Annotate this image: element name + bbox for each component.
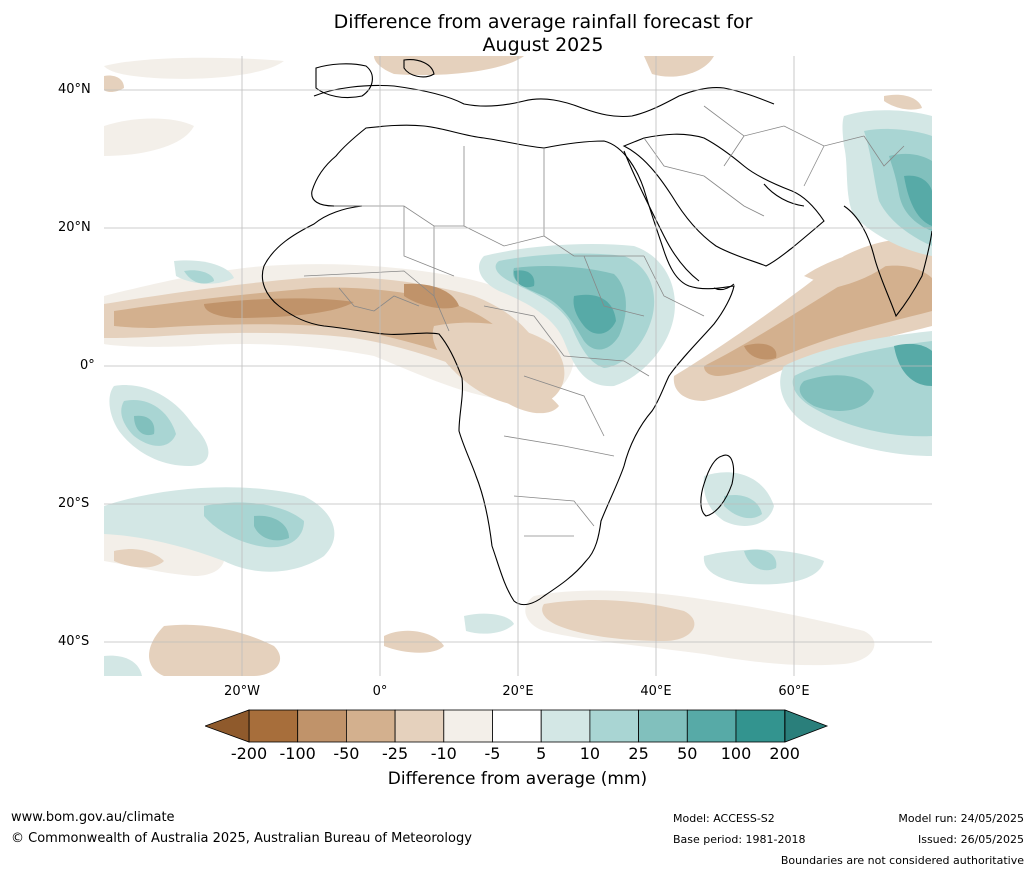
footer-model: Model: ACCESS-S2 [673, 812, 775, 825]
colorbar-low-extension [205, 709, 250, 743]
map-title-line-2: August 2025 [482, 34, 604, 56]
lat-label-equator: 0° [80, 358, 95, 373]
rainfall-anomaly-map [104, 56, 932, 676]
footer-website: www.bom.gov.au/climate [11, 810, 175, 825]
colorbar-tick-label: -5 [484, 744, 501, 763]
dry-anomaly-shading [104, 56, 932, 676]
colorbar [205, 709, 829, 743]
lon-label-20w: 20°W [224, 684, 260, 699]
colorbar-cell [394, 709, 445, 743]
lat-label-40n: 40°N [58, 82, 91, 97]
footer-model-run: Model run: 24/05/2025 [898, 812, 1024, 825]
colorbar-cell [686, 709, 737, 743]
lon-label-60e: 60°E [778, 684, 810, 699]
footer-copyright: © Commonwealth of Australia 2025, Austra… [11, 831, 472, 846]
colorbar-tick-label: -50 [333, 744, 360, 763]
coastlines [261, 59, 932, 606]
colorbar-cell [638, 709, 688, 743]
footer-base-period: Base period: 1981-2018 [673, 833, 806, 846]
colorbar-tick-label: 10 [579, 744, 601, 763]
colorbar-tick-label: 25 [628, 744, 649, 763]
footer-disclaimer: Boundaries are not considered authoritat… [780, 854, 1024, 867]
colorbar-tick-label: 100 [720, 744, 752, 763]
wet-anomaly-shading [104, 110, 932, 676]
map-title-line-1: Difference from average rainfall forecas… [333, 11, 753, 33]
lon-label-20e: 20°E [502, 684, 534, 699]
colorbar-cell [248, 709, 299, 743]
footer-issued: Issued: 26/05/2025 [917, 833, 1024, 846]
colorbar-cell [492, 709, 542, 743]
colorbar-cells [248, 709, 786, 743]
colorbar-cell [735, 709, 786, 743]
colorbar-tick-label: 50 [677, 744, 698, 763]
colorbar-cell [540, 709, 591, 743]
colorbar-high-extension [784, 709, 829, 743]
colorbar-tick-label: -200 [230, 744, 268, 763]
colorbar-tick-label: 5 [536, 744, 547, 763]
colorbar-cell [297, 709, 347, 743]
colorbar-cell [345, 709, 396, 743]
colorbar-cell [443, 709, 493, 743]
graticule [104, 56, 932, 676]
lon-label-40e: 40°E [640, 684, 672, 699]
lat-label-40s: 40°S [58, 634, 90, 649]
country-borders [303, 105, 905, 537]
colorbar-label: Difference from average (mm) [387, 769, 648, 789]
lat-label-20n: 20°N [58, 220, 91, 235]
lon-label-0: 0° [372, 684, 388, 699]
colorbar-tick-label: -100 [279, 744, 316, 763]
lat-label-20s: 20°S [58, 496, 90, 511]
colorbar-cell [589, 709, 639, 743]
colorbar-tick-label: -10 [430, 744, 457, 763]
colorbar-tick-label: 200 [769, 744, 800, 763]
colorbar-tick-label: -25 [382, 744, 409, 763]
